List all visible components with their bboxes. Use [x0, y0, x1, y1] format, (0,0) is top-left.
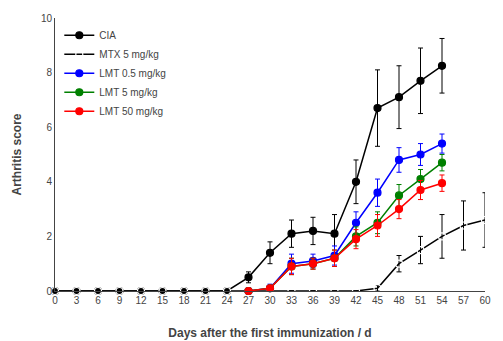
svg-text:3: 3 — [74, 295, 80, 306]
svg-text:57: 57 — [458, 295, 470, 306]
svg-text:CIA: CIA — [99, 30, 116, 41]
svg-text:6: 6 — [95, 295, 101, 306]
svg-text:27: 27 — [243, 295, 255, 306]
svg-text:0: 0 — [52, 295, 58, 306]
svg-text:8: 8 — [46, 67, 52, 78]
svg-text:0: 0 — [46, 286, 52, 297]
svg-text:15: 15 — [157, 295, 169, 306]
svg-text:54: 54 — [436, 295, 448, 306]
svg-text:LMT 50 mg/kg: LMT 50 mg/kg — [99, 106, 163, 117]
svg-text:2: 2 — [46, 231, 52, 242]
svg-text:48: 48 — [393, 295, 405, 306]
svg-text:30: 30 — [264, 295, 276, 306]
svg-text:42: 42 — [350, 295, 362, 306]
svg-text:51: 51 — [415, 295, 427, 306]
svg-text:6: 6 — [46, 122, 52, 133]
svg-text:10: 10 — [41, 13, 53, 24]
svg-text:45: 45 — [372, 295, 384, 306]
svg-text:39: 39 — [329, 295, 341, 306]
svg-text:4: 4 — [46, 176, 52, 187]
svg-text:21: 21 — [200, 295, 212, 306]
svg-text:18: 18 — [178, 295, 190, 306]
svg-text:60: 60 — [479, 295, 491, 306]
svg-text:LMT 5 mg/kg: LMT 5 mg/kg — [99, 87, 157, 98]
svg-text:LMT 0.5 mg/kg: LMT 0.5 mg/kg — [99, 68, 166, 79]
svg-text:MTX 5 mg/kg: MTX 5 mg/kg — [99, 49, 158, 60]
svg-text:Arthritis score: Arthritis score — [10, 113, 24, 195]
svg-text:24: 24 — [221, 295, 233, 306]
svg-text:36: 36 — [307, 295, 319, 306]
svg-text:Days after the first immunizat: Days after the first immunization / d — [168, 326, 371, 340]
svg-text:33: 33 — [286, 295, 298, 306]
svg-text:9: 9 — [117, 295, 123, 306]
svg-text:12: 12 — [135, 295, 147, 306]
